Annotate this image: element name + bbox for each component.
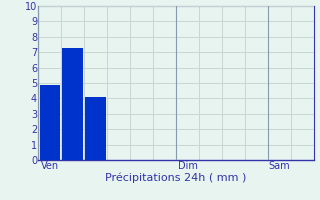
X-axis label: Précipitations 24h ( mm ): Précipitations 24h ( mm ): [105, 173, 247, 183]
Bar: [62, 48, 83, 160]
Bar: [40, 85, 60, 160]
Bar: [85, 97, 106, 160]
